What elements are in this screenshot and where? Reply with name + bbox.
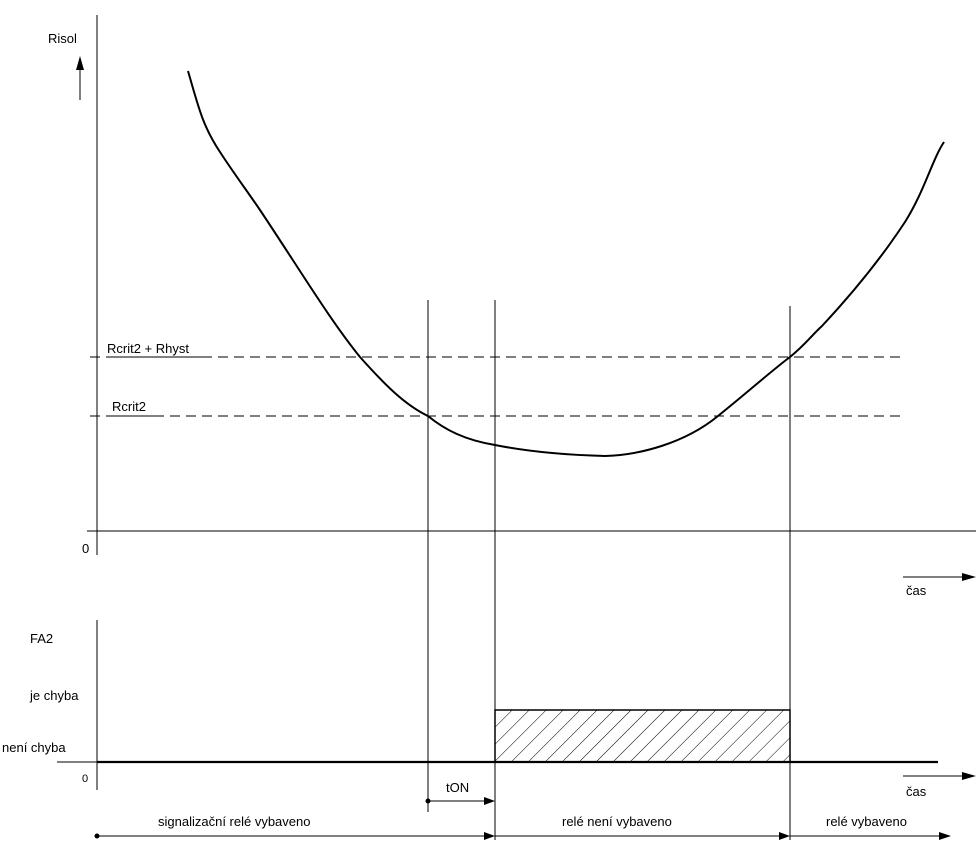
phase-3-label: relé vybaveno: [826, 814, 907, 829]
phase-2-arrow-head: [779, 832, 790, 840]
risol-axis-label: Risol: [48, 31, 77, 46]
state-high-label: je chyba: [29, 688, 79, 703]
ton-label: tON: [446, 780, 469, 795]
phase-1-label: signalizační relé vybaveno: [158, 814, 310, 829]
error-state-hatched-block: [494, 709, 791, 763]
threshold-upper-label: Rcrit2 + Rhyst: [107, 341, 189, 356]
bottom-time-arrow-head: [962, 772, 976, 780]
bottom-time-label: čas: [906, 784, 927, 799]
top-time-arrow-head: [962, 573, 976, 581]
phase-2-label: relé není vybaveno: [562, 814, 672, 829]
state-low-label: není chyba: [2, 740, 66, 755]
resistance-curve: [187, 70, 945, 458]
ton-arrow-head: [484, 797, 495, 805]
phase-3-arrow-head: [939, 832, 951, 840]
fa2-axis-label: FA2: [30, 631, 53, 646]
threshold-lower-label: Rcrit2: [112, 399, 146, 414]
top-time-label: čas: [906, 583, 927, 598]
y-arrow-head: [76, 56, 84, 70]
top-origin-label: 0: [82, 541, 89, 556]
phase-1-arrow-head: [484, 832, 495, 840]
bottom-origin-label: 0: [82, 773, 88, 785]
